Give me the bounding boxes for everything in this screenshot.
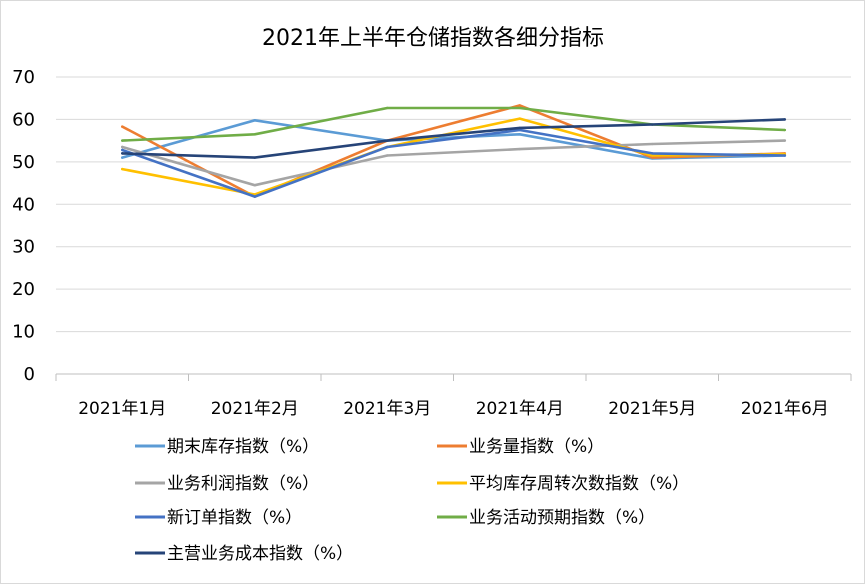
data-point xyxy=(386,145,389,149)
x-tick-label: 2021年2月 xyxy=(211,399,299,419)
data-point xyxy=(518,117,521,120)
chart-title: 2021年上半年仓储指数各细分指标 xyxy=(262,26,604,51)
data-point xyxy=(651,156,654,159)
data-point xyxy=(386,106,389,110)
data-point xyxy=(121,156,124,159)
data-point xyxy=(253,195,256,198)
data-point xyxy=(518,104,521,107)
series-line-2 xyxy=(121,104,787,198)
x-axis: 2021年1月 2021年2月 2021年3月 2021年4月 2021年5月 2021年… xyxy=(55,374,852,419)
data-point xyxy=(518,147,521,151)
series-line-7 xyxy=(121,118,787,159)
x-tick-label: 2021年1月 xyxy=(78,399,166,419)
legend-label: 业务活动预期指数（%） xyxy=(469,508,655,528)
data-point xyxy=(783,154,786,157)
legend-label: 期末库存指数（%） xyxy=(167,437,319,457)
data-point xyxy=(518,133,521,136)
y-tick-label: 50 xyxy=(12,152,35,173)
legend-item: 新订单指数（%） xyxy=(135,508,302,528)
legend-item: 业务利润指数（%） xyxy=(135,474,319,494)
y-axis-ticks: 0 10 20 30 40 50 60 70 xyxy=(12,67,35,385)
data-point xyxy=(121,167,124,171)
y-tick-label: 20 xyxy=(12,279,35,300)
data-point xyxy=(518,106,521,110)
legend-item: 平均库存周转次数指数（%） xyxy=(437,474,689,494)
data-point xyxy=(253,156,256,159)
legend-item: 业务活动预期指数（%） xyxy=(437,508,655,528)
x-tick-label: 2021年4月 xyxy=(476,399,564,419)
data-point xyxy=(518,126,521,130)
y-tick-label: 60 xyxy=(12,109,35,130)
data-point xyxy=(253,119,256,122)
x-tick-label: 2021年3月 xyxy=(343,399,431,419)
data-point xyxy=(121,139,124,142)
x-tick-label: 2021年5月 xyxy=(608,399,696,419)
data-point xyxy=(121,152,124,155)
legend-label: 平均库存周转次数指数（%） xyxy=(469,474,689,494)
y-tick-label: 10 xyxy=(12,322,35,343)
y-tick-label: 40 xyxy=(12,194,35,215)
legend-item: 期末库存指数（%） xyxy=(135,437,319,457)
data-point xyxy=(253,183,256,187)
data-point xyxy=(121,145,124,149)
legend-label: 业务量指数（%） xyxy=(469,437,604,457)
y-tick-label: 0 xyxy=(24,364,35,385)
data-point xyxy=(651,123,654,126)
data-point xyxy=(651,154,654,157)
data-point xyxy=(253,133,256,136)
legend-item: 业务量指数（%） xyxy=(437,437,604,457)
legend-label: 新订单指数（%） xyxy=(167,508,302,528)
x-tick-label: 2021年6月 xyxy=(741,399,829,419)
series-line-5 xyxy=(121,128,787,198)
y-tick-label: 30 xyxy=(12,237,35,258)
legend-label: 主营业务成本指数（%） xyxy=(167,544,353,564)
series-line-6 xyxy=(121,106,787,142)
data-point xyxy=(651,142,654,146)
data-point xyxy=(386,154,389,157)
data-point xyxy=(121,125,124,128)
legend: 期末库存指数（%） 业务量指数（%） 业务利润指数（%） 平均库存周转次数指数（%） 新… xyxy=(135,437,689,564)
series-line-4 xyxy=(121,117,787,196)
series-line-3 xyxy=(121,139,787,187)
data-point xyxy=(783,139,786,142)
legend-item: 主营业务成本指数（%） xyxy=(135,544,353,564)
data-point xyxy=(783,118,786,121)
data-point xyxy=(121,148,124,152)
data-point xyxy=(518,128,521,132)
data-point xyxy=(783,128,786,132)
series-lines xyxy=(121,104,787,198)
y-tick-label: 70 xyxy=(12,67,35,88)
data-point xyxy=(386,139,389,142)
legend-label: 业务利润指数（%） xyxy=(167,474,319,494)
data-point xyxy=(651,152,654,155)
